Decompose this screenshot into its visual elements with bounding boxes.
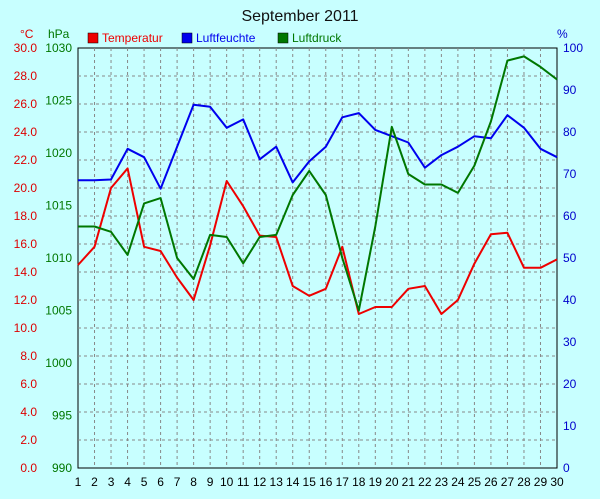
press-tick-label: 995 — [52, 409, 72, 423]
x-tick-label: 14 — [286, 475, 300, 489]
temp-unit-label: °C — [20, 27, 34, 41]
chart-title: September 2011 — [241, 8, 358, 25]
press-tick-label: 990 — [52, 461, 72, 475]
hum-tick-label: 20 — [563, 377, 577, 391]
series-line-luftdruck — [78, 55, 558, 312]
legend-swatch-luftdruck — [277, 32, 289, 44]
press-tick-label: 1000 — [45, 356, 72, 370]
temp-tick-label: 12.0 — [14, 293, 38, 307]
x-tick-label: 4 — [124, 475, 131, 489]
press-tick-label: 1025 — [45, 94, 72, 108]
legend-swatch-luftfeuchte — [181, 32, 193, 44]
series-lines — [77, 55, 558, 315]
x-tick-label: 7 — [174, 475, 181, 489]
x-tick-label: 5 — [141, 475, 148, 489]
x-tick-label: 17 — [336, 475, 350, 489]
temp-tick-label: 8.0 — [20, 349, 37, 363]
x-tick-label: 21 — [402, 475, 416, 489]
x-tick-label: 29 — [534, 475, 548, 489]
temp-tick-label: 30.0 — [14, 41, 38, 55]
x-tick-label: 16 — [319, 475, 333, 489]
x-tick-label: 2 — [91, 475, 98, 489]
press-tick-label: 1030 — [45, 41, 72, 55]
press-tick-label: 1010 — [45, 251, 72, 265]
temp-tick-label: 4.0 — [20, 405, 37, 419]
temp-tick-label: 16.0 — [14, 237, 38, 251]
x-tick-label: 28 — [517, 475, 531, 489]
temp-tick-label: 2.0 — [20, 433, 37, 447]
hum-tick-label: 0 — [563, 461, 570, 475]
hum-tick-label: 30 — [563, 335, 577, 349]
press-tick-label: 1005 — [45, 304, 72, 318]
legend-label-luftdruck: Luftdruck — [292, 31, 342, 45]
x-tick-label: 1 — [75, 475, 82, 489]
legend: Temperatur Luftfeuchte Luftdruck — [87, 31, 342, 45]
temp-tick-label: 6.0 — [20, 377, 37, 391]
hum-tick-label: 70 — [563, 167, 577, 181]
temp-tick-label: 22.0 — [14, 153, 38, 167]
x-tick-label: 20 — [385, 475, 399, 489]
hum-tick-label: 10 — [563, 419, 577, 433]
legend-label-luftfeuchte: Luftfeuchte — [196, 31, 256, 45]
hum-tick-label: 40 — [563, 293, 577, 307]
x-tick-label: 13 — [270, 475, 284, 489]
hum-tick-label: 80 — [563, 125, 577, 139]
temp-tick-label: 18.0 — [14, 209, 38, 223]
press-unit-label: hPa — [48, 27, 70, 41]
x-tick-label: 26 — [484, 475, 498, 489]
press-tick-label: 1020 — [45, 146, 72, 160]
hum-tick-label: 60 — [563, 209, 577, 223]
press-tick-label: 1015 — [45, 199, 72, 213]
temp-tick-label: 24.0 — [14, 125, 38, 139]
temp-tick-label: 14.0 — [14, 265, 38, 279]
x-tick-label: 15 — [303, 475, 317, 489]
temp-tick-label: 28.0 — [14, 69, 38, 83]
plot-frame — [77, 47, 558, 469]
x-tick-label: 25 — [468, 475, 482, 489]
x-tick-label: 22 — [418, 475, 432, 489]
legend-label-temperatur: Temperatur — [102, 31, 163, 45]
grid — [77, 47, 558, 469]
legend-swatch-temperatur — [87, 32, 99, 44]
x-tick-label: 23 — [435, 475, 449, 489]
x-tick-label: 24 — [451, 475, 465, 489]
x-tick-label: 8 — [190, 475, 197, 489]
x-tick-label: 19 — [369, 475, 383, 489]
x-tick-label: 12 — [253, 475, 267, 489]
series-line-temperatur — [77, 167, 558, 315]
x-tick-label: 10 — [220, 475, 234, 489]
temp-tick-label: 20.0 — [14, 181, 38, 195]
series-line-luftfeuchte — [78, 103, 558, 190]
hum-tick-label: 50 — [563, 251, 577, 265]
temp-tick-label: 26.0 — [14, 97, 38, 111]
temp-tick-label: 10.0 — [14, 321, 38, 335]
x-tick-label: 27 — [501, 475, 515, 489]
x-tick-label: 6 — [157, 475, 164, 489]
hum-tick-label: 90 — [563, 83, 577, 97]
hum-tick-label: 100 — [563, 41, 583, 55]
hum-unit-label: % — [557, 27, 568, 41]
x-tick-label: 3 — [108, 475, 115, 489]
temp-tick-label: 0.0 — [20, 461, 37, 475]
x-tick-label: 30 — [550, 475, 564, 489]
x-tick-label: 11 — [237, 475, 250, 489]
x-tick-label: 18 — [352, 475, 366, 489]
x-tick-label: 9 — [207, 475, 214, 489]
tick-labels: 1 2 3 4 5 6 7 8 9 10 11 12 13 14 15 16 17 18 19 20 21 22 23 24 2… — [14, 41, 584, 489]
